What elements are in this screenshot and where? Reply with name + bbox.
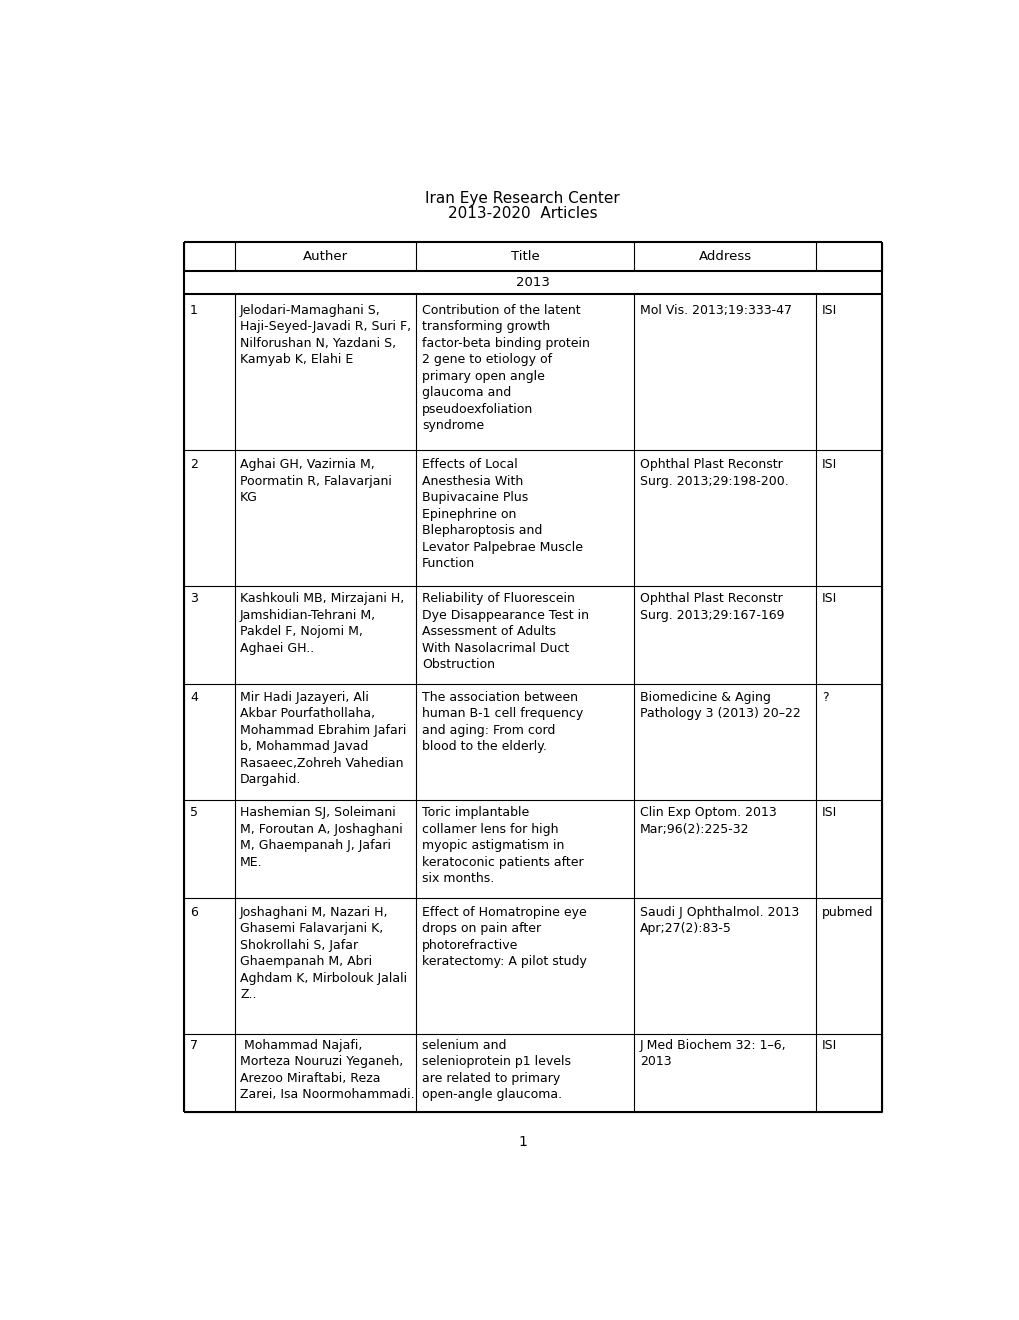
Text: ISI: ISI	[821, 593, 837, 605]
Text: 2: 2	[190, 458, 198, 471]
Text: 7: 7	[190, 1039, 198, 1052]
Text: ISI: ISI	[821, 1039, 837, 1052]
Text: Clin Exp Optom. 2013
Mar;96(2):225-32: Clin Exp Optom. 2013 Mar;96(2):225-32	[639, 807, 775, 836]
Text: Joshaghani M, Nazari H,
Ghasemi Falavarjani K,
Shokrollahi S, Jafar
Ghaempanah M: Joshaghani M, Nazari H, Ghasemi Falavarj…	[239, 906, 407, 1002]
Text: 4: 4	[190, 690, 198, 704]
Text: 1: 1	[518, 1135, 527, 1150]
Text: ISI: ISI	[821, 304, 837, 317]
Text: Mir Hadi Jazayeri, Ali
Akbar Pourfathollaha,
Mohammad Ebrahim Jafari
b, Mohammad: Mir Hadi Jazayeri, Ali Akbar Pourfatholl…	[239, 690, 406, 787]
Text: Address: Address	[698, 249, 751, 263]
Text: pubmed: pubmed	[821, 906, 872, 919]
Text: ISI: ISI	[821, 458, 837, 471]
Text: 1: 1	[190, 304, 198, 317]
Text: 6: 6	[190, 906, 198, 919]
Text: J Med Biochem 32: 1–6,
2013: J Med Biochem 32: 1–6, 2013	[639, 1039, 786, 1068]
Text: Ophthal Plast Reconstr
Surg. 2013;29:198-200.: Ophthal Plast Reconstr Surg. 2013;29:198…	[639, 458, 788, 487]
Text: Auther: Auther	[303, 249, 347, 263]
Text: Aghai GH, Vazirnia M,
Poormatin R, Falavarjani
KG: Aghai GH, Vazirnia M, Poormatin R, Falav…	[239, 458, 391, 504]
Text: 3: 3	[190, 593, 198, 605]
Text: Hashemian SJ, Soleimani
M, Foroutan A, Joshaghani
M, Ghaempanah J, Jafari
ME.: Hashemian SJ, Soleimani M, Foroutan A, J…	[239, 807, 403, 869]
Text: Ophthal Plast Reconstr
Surg. 2013;29:167-169: Ophthal Plast Reconstr Surg. 2013;29:167…	[639, 593, 784, 622]
Text: Title: Title	[511, 249, 539, 263]
Text: selenium and
selenioprotein p1 levels
are related to primary
open-angle glaucoma: selenium and selenioprotein p1 levels ar…	[422, 1039, 571, 1101]
Text: Jelodari-Mamaghani S,
Haji-Seyed-Javadi R, Suri F,
Nilforushan N, Yazdani S,
Kam: Jelodari-Mamaghani S, Haji-Seyed-Javadi …	[239, 304, 411, 366]
Text: Effects of Local
Anesthesia With
Bupivacaine Plus
Epinephrine on
Blepharoptosis : Effects of Local Anesthesia With Bupivac…	[422, 458, 582, 570]
Text: Mol Vis. 2013;19:333-47: Mol Vis. 2013;19:333-47	[639, 304, 791, 317]
Text: Contribution of the latent
transforming growth
factor-beta binding protein
2 gen: Contribution of the latent transforming …	[422, 304, 589, 432]
Text: Toric implantable
collamer lens for high
myopic astigmatism in
keratoconic patie: Toric implantable collamer lens for high…	[422, 807, 583, 886]
Text: Mohammad Najafi,
Morteza Nouruzi Yeganeh,
Arezoo Miraftabi, Reza
Zarei, Isa Noor: Mohammad Najafi, Morteza Nouruzi Yeganeh…	[239, 1039, 415, 1101]
Text: ISI: ISI	[821, 807, 837, 820]
Text: Biomedicine & Aging
Pathology 3 (2013) 20–22: Biomedicine & Aging Pathology 3 (2013) 2…	[639, 690, 800, 721]
Text: Reliability of Fluorescein
Dye Disappearance Test in
Assessment of Adults
With N: Reliability of Fluorescein Dye Disappear…	[422, 593, 588, 671]
Text: Saudi J Ophthalmol. 2013
Apr;27(2):83-5: Saudi J Ophthalmol. 2013 Apr;27(2):83-5	[639, 906, 799, 936]
Text: 5: 5	[190, 807, 198, 820]
Text: Kashkouli MB, Mirzajani H,
Jamshidian-Tehrani M,
Pakdel F, Nojomi M,
Aghaei GH..: Kashkouli MB, Mirzajani H, Jamshidian-Te…	[239, 593, 404, 655]
Text: Effect of Homatropine eye
drops on pain after
photorefractive
keratectomy: A pil: Effect of Homatropine eye drops on pain …	[422, 906, 586, 969]
Text: 2013: 2013	[516, 276, 550, 289]
Text: The association between
human B-1 cell frequency
and aging: From cord
blood to t: The association between human B-1 cell f…	[422, 690, 583, 754]
Text: 2013-2020  Articles: 2013-2020 Articles	[447, 206, 597, 220]
Text: Iran Eye Research Center: Iran Eye Research Center	[425, 190, 620, 206]
Text: ?: ?	[821, 690, 827, 704]
